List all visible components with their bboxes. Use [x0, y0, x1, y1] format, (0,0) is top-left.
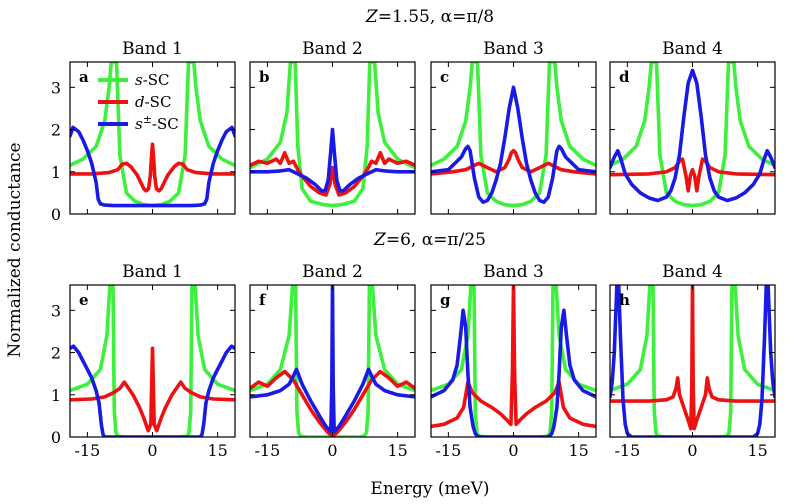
panel-h-letter: h — [619, 291, 630, 309]
panel-h-title: Band 4 — [662, 262, 723, 282]
panel-d-frame — [609, 61, 776, 215]
row-title-top: Z=1.55, α=π/8 — [365, 7, 494, 27]
panel-g-series-spm-sc — [431, 308, 596, 437]
panel-a-ytick-label: 3 — [51, 78, 61, 97]
legend-label-prefix: s — [135, 71, 143, 89]
panel-g-xtick-label: -15 — [435, 441, 461, 460]
panel-e-ytick-label: 0 — [51, 428, 61, 447]
panel-d-series-spm-sc — [610, 68, 775, 203]
legend-label-d: d-SC — [135, 93, 171, 111]
panel-a-ytick-label: 0 — [51, 205, 61, 224]
panel-f-series-spm-sc — [250, 285, 415, 434]
panel-e: Band 1 -15 0 15 0 1 2 3e — [51, 262, 236, 460]
panel-g-xtick-label: 15 — [568, 441, 588, 460]
panel-e-series-d-sc — [70, 346, 235, 433]
panel-g-xtick-label: 0 — [508, 441, 518, 460]
panel-f-xtick-label: 0 — [327, 441, 337, 460]
panel-e-xtick-label: -15 — [74, 441, 100, 460]
legend-label-sup: ± — [143, 113, 152, 126]
panel-e-ytick-label: 1 — [51, 386, 61, 405]
panel-f-letter: f — [259, 291, 267, 309]
panel-c-series-d-sc — [431, 148, 596, 176]
panel-g-title: Band 3 — [483, 262, 544, 282]
panel-f-xtick-label: -15 — [254, 441, 280, 460]
panel-b-series-s-sc — [250, 62, 415, 208]
panel-h-xtick-label: -15 — [614, 441, 640, 460]
panel-d-title: Band 4 — [662, 39, 723, 59]
panel-c-series-s-sc — [431, 62, 596, 208]
panel-h-xtick-label: 0 — [687, 441, 697, 460]
panel-e-title: Band 1 — [122, 262, 183, 282]
row-title-bottom-params: =6, α=π/25 — [386, 230, 486, 250]
panel-c-letter: c — [440, 68, 449, 86]
panel-e-xtick-label: 15 — [207, 441, 227, 460]
legend-label-s: s-SC — [135, 71, 170, 89]
panel-b-title: Band 2 — [302, 39, 363, 59]
panel-a-series-d-sc — [70, 142, 235, 193]
panel-h-xtick-label: 15 — [747, 441, 767, 460]
panel-c-frame — [430, 61, 597, 215]
panel-e-series-spm-sc — [70, 344, 235, 437]
panel-c-series-spm-sc — [431, 85, 596, 204]
panel-e-ytick-label: 3 — [51, 301, 61, 320]
panel-a-letter: a — [79, 68, 89, 86]
x-axis-label: Energy (meV) — [370, 479, 489, 499]
legend: s-SCd-SCs±-SC — [98, 71, 179, 133]
panel-f: Band 2 -15 0 15 f — [249, 262, 416, 460]
panel-a-series-spm-sc — [70, 125, 235, 208]
legend-label-spm: s±-SC — [135, 113, 179, 133]
panel-a-ytick-label: 2 — [51, 121, 61, 140]
panel-f-xtick-label: 15 — [387, 441, 407, 460]
panel-d-series-d-sc — [610, 157, 775, 193]
row-title-bottom-z: Z — [373, 230, 387, 250]
panel-f-title: Band 2 — [302, 262, 363, 282]
panel-g-series-d-sc — [431, 285, 596, 429]
row-title-top-params: =1.55, α=π/8 — [378, 7, 494, 27]
panel-g: Band 3 -15 0 15 g — [430, 262, 597, 460]
legend-label-prefix: d — [135, 93, 145, 111]
legend-label-suffix: -SC — [145, 93, 172, 111]
panel-g-letter: g — [440, 291, 451, 309]
legend-label-prefix: s — [135, 115, 143, 133]
row-title-bottom: Z=6, α=π/25 — [373, 230, 486, 250]
panel-e-letter: e — [79, 291, 89, 309]
panel-b-series-spm-sc — [250, 127, 415, 193]
panel-h: Band 4 -15 0 15 h — [609, 262, 776, 460]
legend-label-suffix: -SC — [143, 71, 170, 89]
panel-c-title: Band 3 — [483, 39, 544, 59]
panel-h-series-d-sc — [610, 285, 775, 431]
panel-d-letter: d — [619, 68, 630, 86]
row-title-top-z: Z — [365, 7, 379, 27]
panel-b-series-d-sc — [250, 151, 415, 197]
panel-e-xtick-label: 0 — [147, 441, 157, 460]
panel-b: Band 2 b — [249, 39, 416, 215]
panel-d-series-s-sc — [610, 62, 775, 208]
panel-a-title: Band 1 — [122, 39, 183, 59]
panel-a-ytick-label: 1 — [51, 163, 61, 182]
legend-label-suffix: -SC — [152, 115, 179, 133]
panel-d: Band 4 d — [609, 39, 776, 215]
panel-e-ytick-label: 2 — [51, 344, 61, 363]
panel-b-letter: b — [259, 68, 270, 86]
y-axis-label: Normalized conductance — [5, 142, 25, 357]
panel-c: Band 3 c — [430, 39, 597, 215]
